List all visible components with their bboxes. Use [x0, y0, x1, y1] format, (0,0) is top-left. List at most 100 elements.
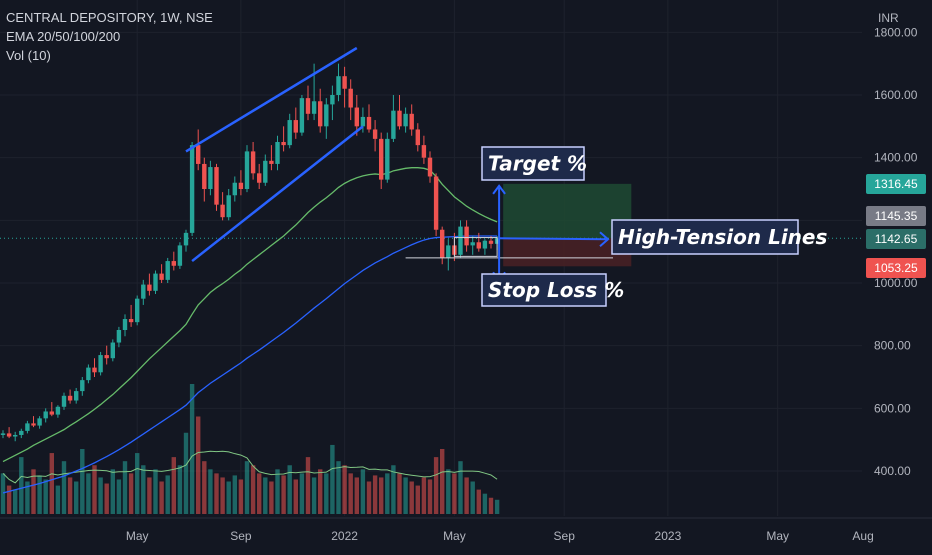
volume-bar [31, 469, 36, 514]
stop-loss-callout-label: Stop Loss % [488, 278, 624, 302]
volume-bar [391, 465, 396, 514]
volume-bar [128, 473, 134, 514]
consolidation-box[interactable] [453, 237, 498, 257]
candle [464, 226, 469, 246]
tension-callout-box[interactable] [611, 219, 799, 255]
volume-bar [470, 481, 475, 514]
volume-bar [250, 465, 256, 514]
candle [482, 240, 488, 249]
candle [19, 430, 24, 435]
candle [153, 273, 158, 291]
candle [238, 182, 244, 189]
volume-bar [135, 453, 140, 514]
volume-bar [98, 477, 103, 514]
tension-arrow-head [599, 231, 610, 248]
volume-bar [147, 477, 152, 514]
candle [86, 367, 91, 381]
candle [226, 195, 231, 218]
volume-bar [397, 473, 402, 514]
volume-bar [67, 477, 73, 514]
candle [433, 176, 439, 230]
volume-bar [281, 475, 286, 514]
candle [324, 104, 329, 127]
candle [421, 145, 427, 158]
price-badge-label: 1316.45 [874, 177, 918, 191]
volume-bar [171, 457, 176, 514]
volume-bar [482, 493, 488, 514]
volume-bar [366, 481, 372, 514]
candle [128, 319, 134, 323]
candle [141, 284, 146, 299]
volume-bar [0, 473, 6, 514]
candle [116, 330, 122, 343]
price-badge-label: 1145.35 [875, 209, 918, 223]
y-tick-label: 400.00 [874, 464, 911, 478]
volume-bar [61, 461, 67, 514]
candle [458, 226, 463, 255]
candle [281, 142, 286, 146]
volume-bar [13, 489, 18, 514]
volume-bar [220, 477, 225, 514]
candle [244, 151, 250, 189]
candle [208, 167, 213, 189]
candle [275, 142, 280, 164]
channel-upper-line[interactable] [185, 46, 358, 153]
volume-bar [37, 475, 42, 514]
volume-bar [238, 479, 244, 514]
symbol-title[interactable]: CENTRAL DEPOSITORY, 1W, NSE [6, 10, 213, 25]
volume-bar [379, 477, 384, 514]
candle [135, 298, 140, 323]
volume-bar [415, 485, 420, 514]
candle [6, 433, 12, 437]
target-callout-box[interactable] [481, 146, 585, 181]
candle [25, 423, 30, 431]
tension-callout-label: High-Tension Lines [618, 225, 827, 249]
candle [165, 261, 170, 280]
volume-bar [409, 481, 414, 514]
candle [147, 284, 152, 291]
candle [293, 120, 298, 133]
ema-indicator-label[interactable]: EMA 20/50/100/200 [6, 29, 121, 44]
candle [220, 204, 225, 218]
candle [0, 433, 6, 435]
candle [470, 242, 475, 246]
candle [360, 116, 366, 127]
volume-indicator-label[interactable]: Vol (10) [6, 48, 51, 63]
candle [397, 110, 402, 127]
volume-bar [6, 485, 12, 514]
volume-bar [311, 477, 317, 514]
y-tick-label: 1600.00 [874, 88, 918, 102]
volume-bar [110, 469, 115, 514]
volume-bar [385, 473, 390, 514]
candle [49, 411, 54, 415]
x-tick-label: May [126, 529, 149, 543]
volume-bar [232, 475, 237, 514]
stop-loss-callout-box[interactable] [481, 273, 607, 307]
channel-lower-line[interactable] [191, 125, 364, 263]
volume-bar [74, 481, 79, 514]
volume-bar [43, 479, 48, 514]
volume-bar [275, 469, 280, 514]
candle [427, 157, 433, 177]
volume-bar [257, 473, 262, 514]
candle [366, 116, 372, 130]
candle [80, 380, 85, 392]
volume-bar [25, 481, 30, 514]
volume-bar [159, 481, 164, 514]
x-tick-label: 2023 [655, 529, 682, 543]
candle [391, 110, 396, 139]
volume-bar [196, 416, 201, 514]
target-arrow-head [492, 184, 506, 195]
candle [440, 229, 445, 258]
candle [385, 138, 390, 180]
y-tick-label: 800.00 [874, 339, 911, 353]
volume-bar [318, 469, 323, 514]
candle [55, 406, 61, 415]
volume-ma-line [2, 450, 498, 484]
candle [409, 113, 414, 130]
volume-bar [86, 473, 91, 514]
candle [318, 101, 323, 127]
x-tick-label: 2022 [331, 529, 358, 543]
